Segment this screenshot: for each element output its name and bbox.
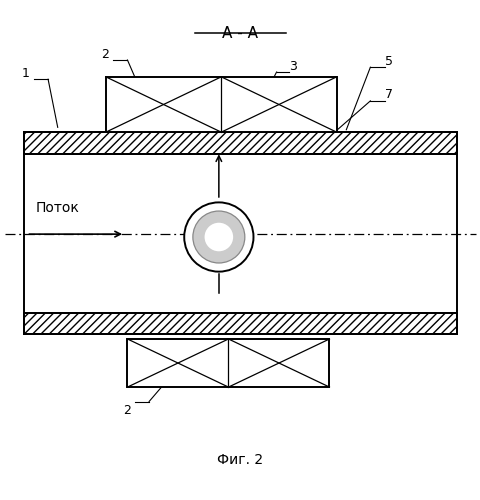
Bar bbox=[24, 312, 456, 334]
Circle shape bbox=[184, 202, 253, 272]
Text: 5: 5 bbox=[384, 55, 392, 68]
Bar bbox=[24, 132, 456, 154]
Text: А - А: А - А bbox=[222, 26, 258, 42]
Bar bbox=[24, 312, 456, 334]
Text: 7: 7 bbox=[384, 88, 392, 102]
Text: 2: 2 bbox=[122, 404, 130, 416]
Text: 2: 2 bbox=[101, 48, 108, 60]
Bar bbox=[24, 132, 456, 154]
Circle shape bbox=[204, 222, 233, 252]
Text: 1: 1 bbox=[22, 67, 29, 80]
Bar bbox=[106, 77, 336, 132]
Text: Фиг. 2: Фиг. 2 bbox=[217, 453, 263, 467]
Text: Поток: Поток bbox=[36, 201, 80, 215]
Circle shape bbox=[192, 211, 244, 263]
Bar bbox=[24, 154, 456, 312]
Bar bbox=[127, 339, 329, 387]
Text: 3: 3 bbox=[288, 60, 296, 72]
